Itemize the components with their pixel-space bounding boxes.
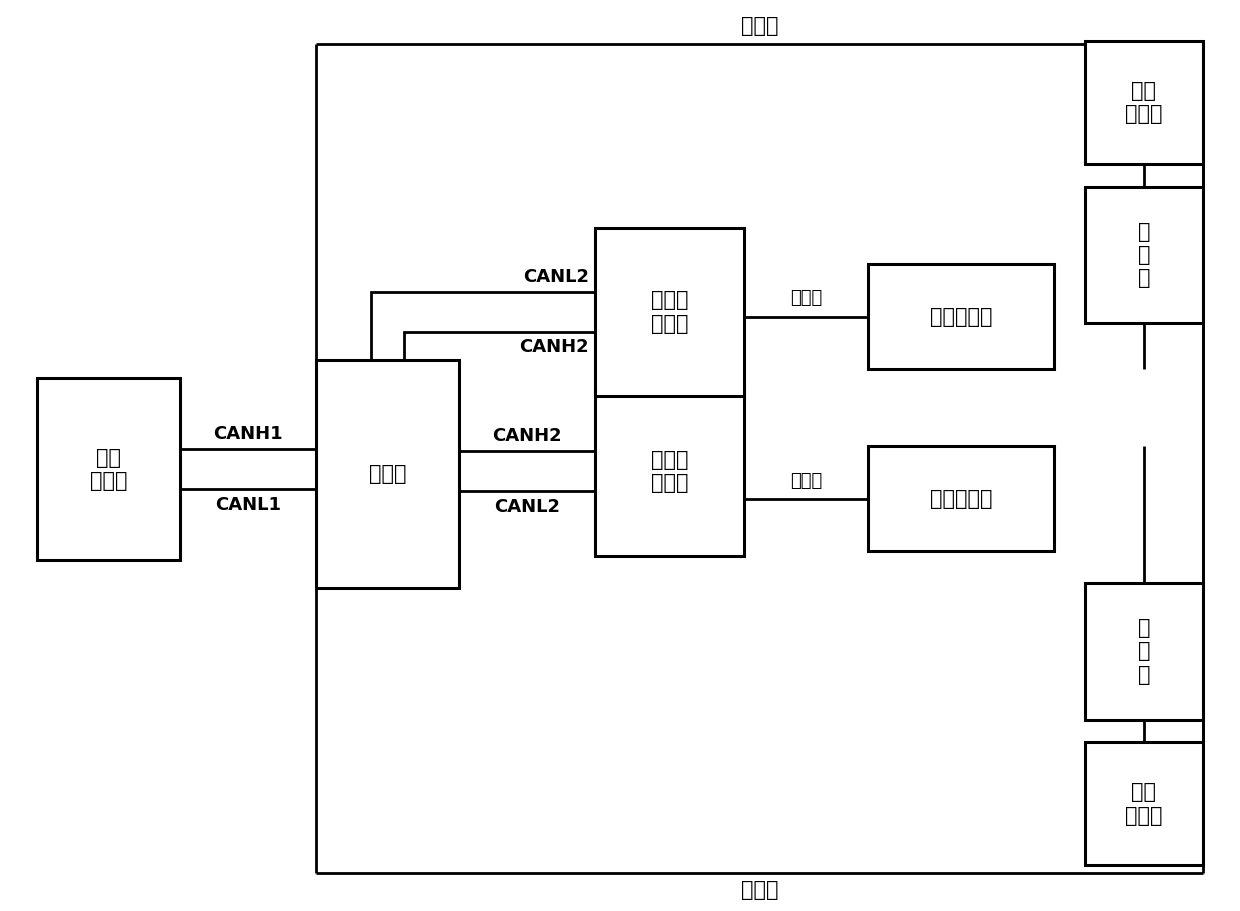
Bar bbox=[1085, 583, 1203, 720]
Text: CANH1: CANH1 bbox=[213, 425, 283, 443]
Text: 右轮边电机: 右轮边电机 bbox=[930, 489, 992, 508]
Bar bbox=[868, 446, 1054, 551]
Text: CANL2: CANL2 bbox=[523, 268, 589, 285]
Text: 力矩
传感器: 力矩 传感器 bbox=[1125, 783, 1163, 825]
Bar bbox=[1085, 742, 1203, 865]
Text: 差速器: 差速器 bbox=[368, 464, 407, 484]
Text: CANL1: CANL1 bbox=[215, 496, 281, 514]
Bar bbox=[868, 264, 1054, 369]
Text: 信号线: 信号线 bbox=[740, 16, 779, 36]
Bar bbox=[595, 387, 744, 556]
Text: 传
动
轴: 传 动 轴 bbox=[1137, 222, 1151, 288]
Text: CANH2: CANH2 bbox=[520, 339, 589, 356]
Text: 力矩
传感器: 力矩 传感器 bbox=[1125, 81, 1163, 124]
Text: 旋变线: 旋变线 bbox=[790, 472, 822, 489]
Text: 左电机
控制器: 左电机 控制器 bbox=[651, 291, 688, 333]
Bar bbox=[1085, 41, 1203, 164]
Bar bbox=[316, 360, 459, 588]
Text: 整车
控制器: 整车 控制器 bbox=[89, 447, 128, 491]
Bar bbox=[37, 378, 180, 560]
Text: CANH2: CANH2 bbox=[492, 427, 562, 445]
Text: 传
动
轴: 传 动 轴 bbox=[1137, 619, 1151, 684]
Text: 旋变线: 旋变线 bbox=[790, 290, 822, 307]
Bar bbox=[1085, 187, 1203, 323]
Text: 左轮边电机: 左轮边电机 bbox=[930, 307, 992, 326]
Text: 右电机
控制器: 右电机 控制器 bbox=[651, 450, 688, 493]
Bar bbox=[595, 228, 744, 396]
Text: 信号线: 信号线 bbox=[740, 880, 779, 900]
Text: CANL2: CANL2 bbox=[494, 497, 560, 516]
